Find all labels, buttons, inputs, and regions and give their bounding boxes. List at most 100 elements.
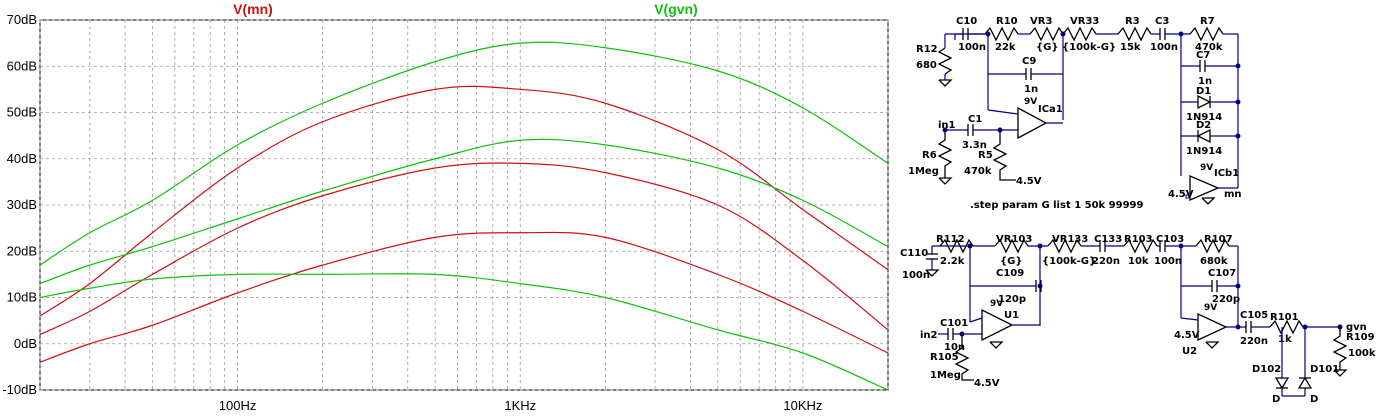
d102-value: D xyxy=(1272,394,1280,405)
trace-title-mn[interactable]: V(mn) xyxy=(233,1,273,17)
ica1-opamp[interactable] xyxy=(1017,106,1048,140)
d101-value: D xyxy=(1310,394,1318,405)
c1-capacitor[interactable] xyxy=(967,124,974,136)
grid xyxy=(39,19,889,391)
trace-mn-0[interactable] xyxy=(40,85,888,317)
c9-capacitor[interactable] xyxy=(1025,68,1032,80)
r7-value: 470k xyxy=(1195,42,1223,53)
r7-name: R7 xyxy=(1200,16,1215,27)
r6-value: 1Meg xyxy=(908,166,939,177)
c3-capacitor[interactable] xyxy=(1159,28,1166,40)
r10-resistor[interactable] xyxy=(984,26,1019,42)
r105-resistor[interactable] xyxy=(954,334,974,381)
c103-name: C103 xyxy=(1156,234,1184,245)
u1-supply: 9V xyxy=(990,299,1003,309)
x-tick-label: 1KHz xyxy=(504,398,536,413)
r12-value: 680 xyxy=(916,60,937,71)
c107-capacitor[interactable] xyxy=(1211,280,1218,292)
r12-resistor[interactable] xyxy=(937,47,953,75)
c110-name: C110 xyxy=(900,248,928,259)
r5-name: R5 xyxy=(978,150,993,161)
c10-capacitor[interactable] xyxy=(955,28,985,40)
r6-resistor[interactable] xyxy=(937,130,953,178)
c3-value: 100n xyxy=(1150,42,1178,53)
c7-name: C7 xyxy=(1196,50,1210,61)
y-tick-label: 40dB xyxy=(7,151,37,166)
trace-gvn-5[interactable] xyxy=(40,273,888,390)
r3-value: 15k xyxy=(1120,42,1141,53)
x-axis: 100Hz 1KHz 10KHz xyxy=(219,398,823,413)
r103-resistor[interactable] xyxy=(1123,238,1158,254)
r5-resistor[interactable] xyxy=(992,130,1016,181)
c1-value: 3.3n xyxy=(962,140,987,151)
c10-value: 100n xyxy=(958,42,986,53)
d101-diode[interactable] xyxy=(1297,372,1313,396)
ica1-name: ICa1 xyxy=(1038,104,1063,115)
r107-resistor[interactable] xyxy=(1195,238,1230,254)
vr3-resistor[interactable] xyxy=(1029,26,1064,42)
vr103-resistor[interactable] xyxy=(994,238,1029,254)
y-axis: 70dB 60dB 50dB 40dB 30dB 20dB 10dB 0dB -10dB xyxy=(2,12,37,397)
vr103-name: VR103 xyxy=(996,234,1032,245)
d101-name: D101 xyxy=(1310,364,1339,375)
d2-diode[interactable] xyxy=(1196,128,1211,144)
u2-supply: 9V xyxy=(1204,303,1217,313)
trace-gvn-4[interactable] xyxy=(40,138,888,285)
c9-name: C9 xyxy=(1022,56,1036,67)
u1-opamp[interactable] xyxy=(981,308,1014,342)
c101-capacitor[interactable] xyxy=(947,328,954,340)
vr133-resistor[interactable] xyxy=(1047,238,1082,254)
vr3-name: VR3 xyxy=(1030,16,1052,27)
d2-name: D2 xyxy=(1196,120,1211,131)
u2-opamp[interactable] xyxy=(1197,312,1228,342)
step-directive[interactable]: .step param G list 1 50k 99999 xyxy=(970,200,1144,211)
top-circuit: C10 100n R10 22k VR3 {G} VR33 {100k-G} R… xyxy=(908,16,1242,205)
c110-value: 100n xyxy=(902,270,930,281)
vr33-value: {100k-G} xyxy=(1062,42,1116,53)
trace-title-gvn[interactable]: V(gvn) xyxy=(654,1,698,17)
bode-plot[interactable]: 70dB 60dB 50dB 40dB 30dB 20dB 10dB 0dB -10dB 100… xyxy=(0,0,900,416)
r103-value: 10k xyxy=(1128,256,1149,267)
ica1-supply: 9V xyxy=(1024,97,1037,107)
icb1-opamp[interactable] xyxy=(1189,175,1220,201)
y-tick-label: -10dB xyxy=(2,382,37,397)
c105-name: C105 xyxy=(1240,310,1268,321)
trace-mn-2[interactable] xyxy=(40,231,888,363)
c109-value: 120p xyxy=(998,294,1026,305)
trace-mn-1[interactable] xyxy=(40,162,888,336)
d102-name: D102 xyxy=(1252,364,1281,375)
vr33-name: VR33 xyxy=(1070,16,1099,27)
r103-name: R103 xyxy=(1124,234,1153,245)
r109-name: R109 xyxy=(1346,332,1375,343)
c7-capacitor[interactable] xyxy=(1199,60,1206,72)
d1-value: 1N914 xyxy=(1186,112,1222,123)
r107-value: 680k xyxy=(1200,256,1228,267)
r6-name: R6 xyxy=(922,150,937,161)
schematic[interactable]: C10 100n R10 22k VR3 {G} VR33 {100k-G} R… xyxy=(900,0,1380,416)
r112-resistor[interactable] xyxy=(939,238,974,254)
r101-value: 1k xyxy=(1278,334,1292,345)
d102-diode[interactable] xyxy=(1274,372,1290,396)
vr33-resistor[interactable] xyxy=(1062,26,1097,42)
r109-resistor[interactable] xyxy=(1332,327,1348,370)
d1-name: D1 xyxy=(1196,86,1211,97)
y-tick-label: 70dB xyxy=(7,12,37,27)
y-tick-label: 20dB xyxy=(7,243,37,258)
c3-name: C3 xyxy=(1155,16,1169,27)
r7-resistor[interactable] xyxy=(1189,26,1224,42)
r3-resistor[interactable] xyxy=(1117,26,1152,42)
c9-value: 1n xyxy=(1024,84,1038,95)
y-tick-label: 50dB xyxy=(7,105,37,120)
c133-value: 220n xyxy=(1092,256,1120,267)
c105-capacitor[interactable] xyxy=(1245,321,1252,333)
c109-name: C109 xyxy=(996,268,1024,279)
d1-diode[interactable] xyxy=(1197,94,1212,110)
r101-resistor[interactable] xyxy=(1269,319,1304,335)
r105-bias: 4.5V xyxy=(974,378,1000,389)
r3-name: R3 xyxy=(1125,16,1140,27)
r10-value: 22k xyxy=(995,42,1016,53)
r105-name: R105 xyxy=(930,352,959,363)
r10-name: R10 xyxy=(996,16,1018,27)
trace-gvn-3[interactable] xyxy=(40,41,888,266)
c101-name: C101 xyxy=(940,318,968,329)
